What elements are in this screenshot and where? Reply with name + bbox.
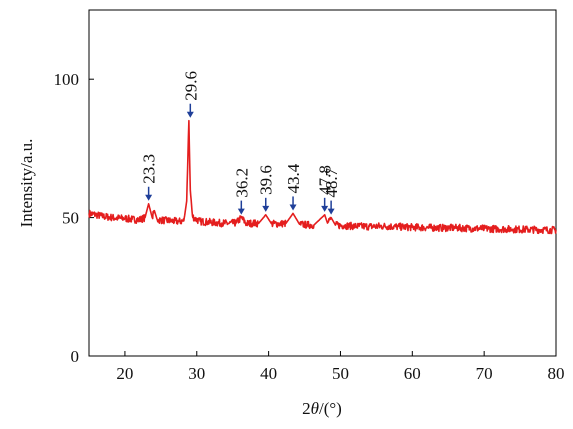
x-tick-label: 50 <box>332 364 349 383</box>
x-tick-label: 40 <box>260 364 277 383</box>
peak-annotation: 48.7 <box>322 167 341 215</box>
peak-arrow-head <box>327 208 335 215</box>
peak-annotation: 29.6 <box>181 71 200 118</box>
peak-annotation: 23.3 <box>140 154 159 201</box>
peak-arrow-head <box>186 111 194 118</box>
y-tick-label: 50 <box>62 209 79 228</box>
peak-arrow-head <box>321 205 329 212</box>
peak-label: 39.6 <box>257 165 276 195</box>
peak-label: 36.2 <box>232 168 251 198</box>
x-axis-label: 2θ/(°) <box>302 399 342 418</box>
plot-frame <box>88 9 557 357</box>
x-tick-label: 30 <box>188 364 205 383</box>
y-axis-label: Intensity/a.u. <box>17 139 36 228</box>
x-tick-label: 20 <box>116 364 133 383</box>
peak-arrow-head <box>237 208 245 215</box>
x-axis-label-suffix: /(°) <box>319 399 342 418</box>
peak-annotation: 43.4 <box>284 163 303 211</box>
x-axis-label-symbol: θ <box>311 399 319 418</box>
peak-annotation: 36.2 <box>232 168 251 215</box>
peak-arrow-head <box>289 204 297 211</box>
peak-annotation: 47.8 <box>316 165 335 212</box>
peak-annotation: 39.6 <box>257 165 276 212</box>
peak-annotations: 23.3 29.6 36.2 39.6 43.4 47.848.7 <box>140 71 341 215</box>
y-axis: 0 50 100 <box>54 70 94 366</box>
series-line-xrd <box>88 119 557 235</box>
peak-arrow-head <box>145 194 153 201</box>
x-tick-label: 60 <box>404 364 421 383</box>
peak-label: 47.8 <box>316 165 335 195</box>
y-tick-label: 100 <box>54 70 80 89</box>
y-tick-label: 0 <box>71 347 80 366</box>
peak-label: 23.3 <box>140 154 159 184</box>
peak-label: 29.6 <box>181 71 200 101</box>
x-tick-label: 80 <box>548 364 565 383</box>
peak-arrow-head <box>262 205 270 212</box>
x-axis-label-prefix: 2 <box>302 399 311 418</box>
x-axis: 20 30 40 50 60 70 80 <box>116 351 565 383</box>
peak-label: 48.7 <box>322 167 341 197</box>
x-tick-label: 70 <box>476 364 493 383</box>
peak-label: 43.4 <box>284 163 303 193</box>
